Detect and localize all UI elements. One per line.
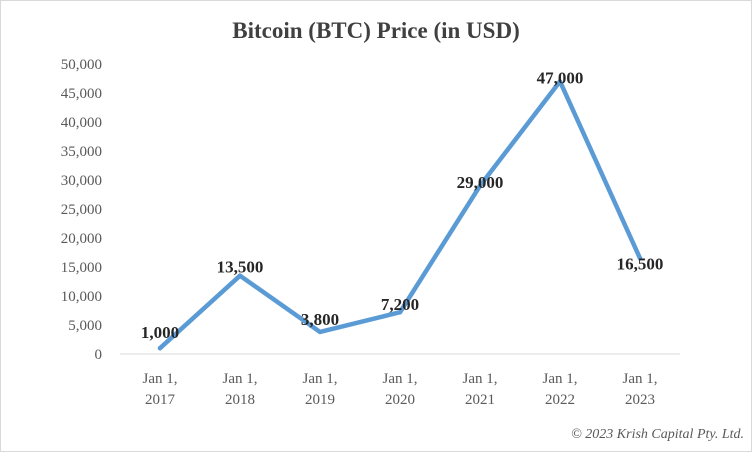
data-label: 29,000 bbox=[457, 173, 504, 192]
x-tick-label: Jan 1, 2019 bbox=[303, 371, 338, 408]
data-label: 16,500 bbox=[617, 254, 664, 273]
chart-title: Bitcoin (BTC) Price (in USD) bbox=[232, 18, 520, 43]
x-tick-label: Jan 1, 2022 bbox=[543, 371, 578, 408]
y-tick-label: 15,000 bbox=[61, 260, 102, 276]
data-label: 13,500 bbox=[217, 258, 264, 277]
x-tick-label: Jan 1, 2018 bbox=[223, 371, 258, 408]
y-tick-label: 45,000 bbox=[61, 86, 102, 102]
x-tick-label: Jan 1, 2017 bbox=[143, 371, 178, 408]
y-tick-label: 20,000 bbox=[61, 231, 102, 247]
data-label: 47,000 bbox=[537, 68, 584, 87]
data-label: 1,000 bbox=[141, 323, 179, 342]
y-tick-label: 30,000 bbox=[61, 173, 102, 189]
x-tick-label: Jan 1, 2020 bbox=[383, 371, 418, 408]
data-point bbox=[157, 346, 163, 351]
y-tick-label: 5,000 bbox=[68, 318, 102, 334]
data-label: 3,800 bbox=[301, 310, 339, 329]
data-label: 7,200 bbox=[381, 295, 419, 314]
data-point bbox=[397, 310, 403, 315]
y-tick-label: 0 bbox=[95, 347, 103, 363]
y-tick-label: 10,000 bbox=[61, 289, 102, 305]
data-point bbox=[317, 329, 323, 335]
x-tick-label: Jan 1, 2023 bbox=[623, 371, 658, 408]
y-tick-label: 25,000 bbox=[61, 202, 102, 218]
data-point bbox=[637, 256, 643, 261]
data-point bbox=[237, 273, 243, 278]
copyright-notice: © 2023 Krish Capital Pty. Ltd. bbox=[571, 427, 744, 442]
y-tick-label: 35,000 bbox=[61, 144, 102, 160]
x-tick-label: Jan 1, 2021 bbox=[463, 371, 498, 408]
data-point bbox=[557, 79, 563, 84]
y-tick-label: 40,000 bbox=[61, 115, 102, 131]
data-point bbox=[477, 183, 483, 188]
y-tick-label: 50,000 bbox=[61, 57, 102, 73]
